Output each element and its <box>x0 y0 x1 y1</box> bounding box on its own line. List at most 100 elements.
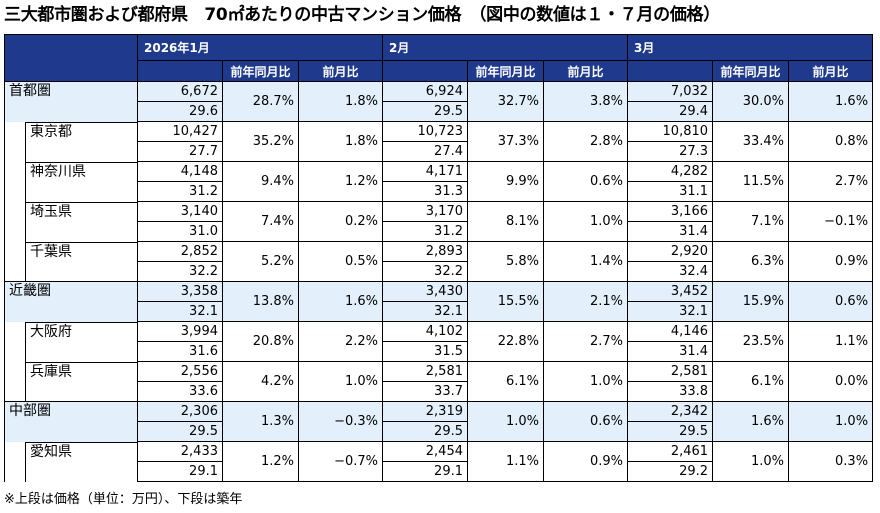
price-value: 3,170 <box>382 201 468 222</box>
price-value: 2,433 <box>137 441 223 462</box>
mom-value: 0.6% <box>788 281 874 322</box>
mom-value: 1.6% <box>298 281 383 322</box>
yoy-value: 6.1% <box>467 361 544 402</box>
age-value: 29.1 <box>382 461 468 482</box>
prefecture-name: 大阪府 <box>25 321 137 362</box>
prefecture-label: 千葉県 <box>4 241 138 282</box>
age-value: 31.1 <box>627 181 714 202</box>
footnote: ※上段は価格（単位：万円）、下段は築年 <box>4 492 243 507</box>
age-value: 29.2 <box>627 461 714 482</box>
age-value: 32.2 <box>137 261 223 282</box>
mom-value: 0.9% <box>543 441 629 482</box>
price-value: 4,171 <box>382 161 468 182</box>
mom-value: 1.0% <box>298 361 383 402</box>
yoy-value: 32.7% <box>467 81 544 122</box>
yoy-value: 4.2% <box>222 361 299 402</box>
age-value: 27.4 <box>382 141 468 162</box>
price-value: 6,924 <box>382 81 468 102</box>
prefecture-label: 神奈川県 <box>4 161 138 202</box>
price-value: 3,358 <box>137 281 223 302</box>
price-value: 3,140 <box>137 201 223 222</box>
mom-value: 1.4% <box>543 241 629 282</box>
age-value: 27.7 <box>137 141 223 162</box>
yoy-value: 9.9% <box>467 161 544 202</box>
mom-value: −0.7% <box>298 441 383 482</box>
mom-value: 1.8% <box>298 81 383 122</box>
table-row-age: 29.6 29.5 29.4 <box>5 101 873 122</box>
prefecture-name: 愛知県 <box>25 441 137 482</box>
prefecture-name: 千葉県 <box>25 241 137 281</box>
yoy-col-header: 前年同月比 <box>222 60 299 82</box>
yoy-value: 33.4% <box>712 121 790 162</box>
price-value: 10,427 <box>137 121 223 142</box>
mom-value: 2.7% <box>788 161 874 202</box>
yoy-value: 20.8% <box>222 321 299 362</box>
yoy-value: 28.7% <box>222 81 299 122</box>
yoy-value: 23.5% <box>712 321 790 362</box>
mom-value: −0.3% <box>298 401 383 442</box>
age-value: 31.3 <box>382 181 468 202</box>
age-value: 31.5 <box>382 341 468 362</box>
prefecture-name: 埼玉県 <box>25 201 137 242</box>
mom-value: 1.0% <box>543 201 629 242</box>
yoy-value: 1.0% <box>712 441 790 482</box>
yoy-value: 35.2% <box>222 121 299 162</box>
month-header-2: 2月 <box>381 34 629 61</box>
age-value: 32.1 <box>137 301 223 322</box>
table-row-age: 33.6 33.7 33.8 <box>5 381 873 402</box>
price-value: 2,581 <box>382 361 468 382</box>
price-value: 4,102 <box>382 321 468 342</box>
price-value: 3,994 <box>137 321 223 342</box>
yoy-value: 1.1% <box>467 441 544 482</box>
month-header-3: 3月 <box>627 34 874 61</box>
price-value: 2,556 <box>137 361 223 382</box>
prefecture-label: 愛知県 <box>4 441 138 482</box>
yoy-value: 5.8% <box>467 241 544 282</box>
table-row-age: 32.2 32.2 32.4 <box>5 261 873 282</box>
corner-cell-lower <box>4 60 138 82</box>
mom-value: 0.6% <box>543 161 629 202</box>
prefecture-label: 埼玉県 <box>4 201 138 242</box>
table-header: 2026年1月 2月 3月 前年同月比 前月比 前年同月比 前月比 前年同月比 … <box>4 34 874 82</box>
prefecture-label: 東京都 <box>4 121 138 162</box>
yoy-value: 1.2% <box>222 441 299 482</box>
age-value: 29.5 <box>137 421 223 442</box>
yoy-col-header: 前年同月比 <box>467 60 544 82</box>
table-row: 千葉県 2,852 5.2% 0.5% 2,893 5.8% 1.4% 2,920 6.3% 0.… <box>4 241 874 282</box>
mom-value: 2.8% <box>543 121 629 162</box>
yoy-value: 11.5% <box>712 161 790 202</box>
age-value: 31.0 <box>137 221 223 242</box>
mom-value: 2.7% <box>543 321 629 362</box>
mom-value: 0.0% <box>788 361 874 402</box>
price-value: 2,319 <box>382 401 468 422</box>
page-title: 三大都市圏および都府県 70㎡あたりの中古マンション価格 （図中の数値は１・７月… <box>4 5 720 25</box>
age-value: 29.5 <box>382 421 468 442</box>
table-row: 埼玉県 3,140 7.4% 0.2% 3,170 8.1% 1.0% 3,166 7.1% −0… <box>4 201 874 242</box>
age-value: 33.8 <box>627 381 714 402</box>
mom-col-header: 前月比 <box>298 60 383 82</box>
corner-cell <box>4 34 138 61</box>
table-row: 首都圏 6,672 28.7% 1.8% 6,924 32.7% 3.8% 7,032 30.0… <box>4 81 874 122</box>
mom-value: 2.2% <box>298 321 383 362</box>
price-value: 3,452 <box>627 281 714 302</box>
mom-value: 0.9% <box>788 241 874 282</box>
mom-value: 1.0% <box>788 401 874 442</box>
age-value: 32.2 <box>382 261 468 282</box>
table-row-age: 31.6 31.5 31.4 <box>5 341 873 362</box>
price-value: 3,430 <box>382 281 468 302</box>
price-value: 2,306 <box>137 401 223 422</box>
price-value: 2,454 <box>382 441 468 462</box>
region-label: 中部圏 <box>4 401 138 442</box>
price-value: 3,166 <box>627 201 714 222</box>
yoy-value: 30.0% <box>712 81 790 122</box>
price-value: 2,852 <box>137 241 223 262</box>
mom-value: 0.6% <box>543 401 629 442</box>
mom-value: 1.8% <box>298 121 383 162</box>
table-row: 神奈川県 4,148 9.4% 1.2% 4,171 9.9% 0.6% 4,282 11.5%… <box>4 161 874 202</box>
yoy-value: 9.4% <box>222 161 299 202</box>
price-value: 2,581 <box>627 361 714 382</box>
yoy-value: 15.5% <box>467 281 544 322</box>
age-value: 29.6 <box>137 101 223 122</box>
prefecture-name: 東京都 <box>25 121 137 162</box>
age-value: 31.6 <box>137 341 223 362</box>
